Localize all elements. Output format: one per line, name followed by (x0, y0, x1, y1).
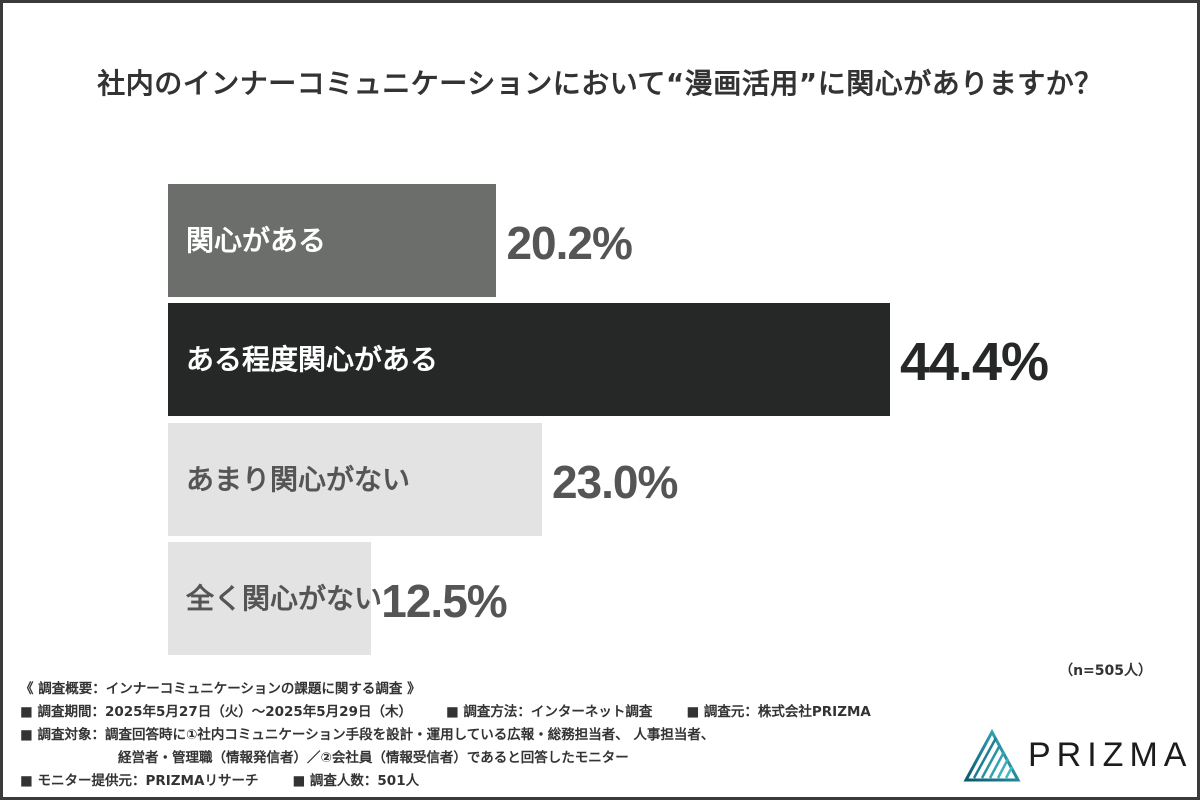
bar-label-2: ある程度関心がある (186, 343, 439, 376)
bar-value-label-2: 44.4% (899, 331, 1049, 392)
survey-provider: ■ モニター提供元：PRIZMAリサーチ (20, 773, 259, 789)
prizma-triangle-logo-icon (963, 728, 1021, 782)
survey-overview: 《 調査概要：インナーコミュニケーションの課題に関する調査 》 (20, 681, 421, 697)
bar-1 (168, 184, 497, 297)
chart-title: 社内のインナーコミュニケーションにおいて“漫画活用”に関心がありますか？ (97, 67, 1103, 100)
survey-provider-row: ■ モニター提供元：PRIZMAリサーチ ■ 調査人数：501人 (20, 770, 940, 793)
bar-chart: 関心がある 20.2% ある程度関心がある 44.4% あまり関心がない 23.0% 全く関… (168, 184, 1049, 655)
bar-4 (168, 542, 372, 655)
bar-value-label-4: 12.5% (381, 574, 507, 627)
survey-target-line2: 経営者・管理職（情報発信者）／②会社員（情報受信者）であると回答したモニター (118, 750, 629, 766)
survey-footer: 《 調査概要：インナーコミュニケーションの課題に関する調査 》 ■ 調査期間：2… (20, 678, 940, 793)
survey-method: ■ 調査方法：インターネット調査 (445, 704, 653, 720)
survey-period: ■ 調査期間：2025年5月27日（火）〜2025年5月29日（木） (20, 704, 412, 720)
bar-value-label-3: 23.0% (551, 455, 678, 508)
survey-meta-row: ■ 調査期間：2025年5月27日（火）〜2025年5月29日（木） ■ 調査方法… (20, 701, 940, 724)
bar-label-1: 関心がある (186, 224, 327, 257)
bar-label-3: あまり関心がない (186, 463, 411, 496)
bar-value-label-1: 20.2% (506, 216, 632, 269)
sample-size-label: （n=505人） (1059, 663, 1152, 679)
prizma-logo-text: PRIZMA (1028, 736, 1193, 774)
bar-2 (168, 303, 890, 416)
survey-target-line1: ■ 調査対象：調査回答時に①社内コミュニケーション手段を設計・運用している広報・… (20, 727, 715, 743)
bar-label-4: 全く関心がない (186, 582, 383, 615)
survey-organizer: ■ 調査元：株式会社PRIZMA (686, 704, 871, 720)
survey-respondents: ■ 調査人数：501人 (292, 773, 420, 789)
bar-3 (168, 423, 542, 536)
